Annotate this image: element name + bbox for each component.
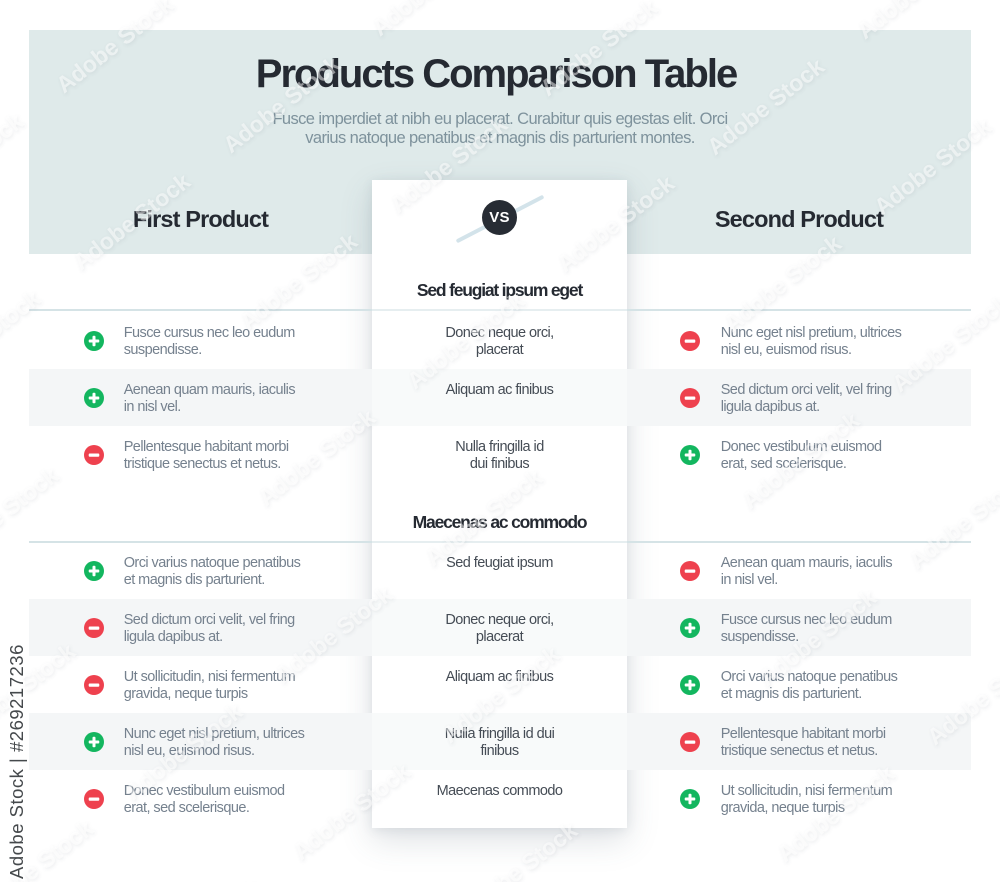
- svg-text:Adobe Stock: Adobe Stock: [922, 643, 1000, 750]
- svg-text:Adobe Stock: Adobe Stock: [0, 285, 45, 392]
- svg-text:Adobe Stock: Adobe Stock: [552, 170, 679, 277]
- svg-text:Adobe Stock: Adobe Stock: [869, 113, 996, 220]
- svg-text:Adobe Stock: Adobe Stock: [51, 0, 178, 98]
- svg-text:Adobe Stock: Adobe Stock: [702, 53, 829, 160]
- svg-text:Adobe Stock: Adobe Stock: [437, 641, 564, 748]
- svg-text:Adobe Stock: Adobe Stock: [0, 462, 63, 569]
- svg-text:Adobe Stock: Adobe Stock: [455, 817, 582, 882]
- svg-text:Adobe Stock: Adobe Stock: [68, 168, 195, 275]
- svg-text:Adobe Stock: Adobe Stock: [288, 758, 415, 865]
- svg-text:Adobe Stock: Adobe Stock: [235, 228, 362, 335]
- svg-text:Adobe Stock: Adobe Stock: [367, 0, 494, 41]
- svg-text:Adobe Stock: Adobe Stock: [218, 51, 345, 158]
- svg-text:Adobe Stock | #269217236: Adobe Stock | #269217236: [6, 644, 27, 879]
- svg-text:Adobe Stock: Adobe Stock: [754, 584, 881, 691]
- svg-text:Adobe Stock: Adobe Stock: [0, 0, 10, 39]
- svg-text:Adobe Stock: Adobe Stock: [420, 464, 547, 571]
- svg-text:Adobe Stock: Adobe Stock: [385, 111, 512, 218]
- svg-text:Adobe Stock: Adobe Stock: [138, 875, 265, 882]
- svg-text:Adobe Stock: Adobe Stock: [737, 407, 864, 514]
- svg-text:Adobe Stock: Adobe Stock: [0, 108, 28, 215]
- svg-text:Adobe Stock: Adobe Stock: [402, 287, 529, 394]
- svg-text:Adobe Stock: Adobe Stock: [622, 877, 749, 882]
- svg-text:Adobe Stock: Adobe Stock: [904, 467, 1000, 574]
- svg-text:Adobe Stock: Adobe Stock: [535, 0, 662, 101]
- svg-text:Adobe Stock: Adobe Stock: [120, 698, 247, 805]
- svg-text:Adobe Stock: Adobe Stock: [253, 404, 380, 511]
- svg-text:Adobe Stock: Adobe Stock: [719, 230, 846, 337]
- svg-text:Adobe Stock | #269217236: Adobe Stock | #269217236: [6, 644, 27, 879]
- svg-text:Adobe Stock: Adobe Stock: [772, 760, 899, 867]
- svg-text:Adobe Stock: Adobe Stock: [852, 0, 979, 44]
- svg-text:Adobe Stock: Adobe Stock: [887, 290, 1000, 397]
- svg-text:Adobe Stock: Adobe Stock: [270, 581, 397, 688]
